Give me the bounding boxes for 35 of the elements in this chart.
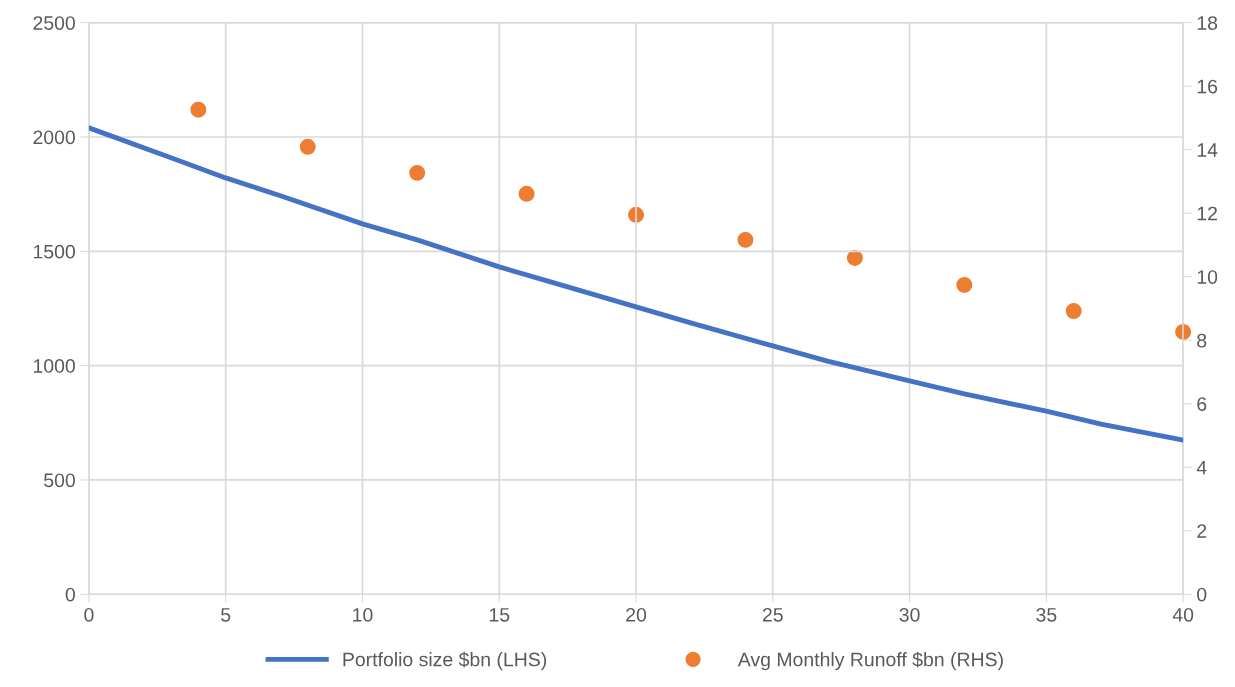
y2-tick-label: 16 (1197, 79, 1218, 94)
x-tick-label: 5 (221, 608, 231, 622)
y-tick-label: 500 (44, 473, 75, 488)
x-tick-label: 15 (489, 608, 510, 622)
x-tick-label: 0 (84, 607, 94, 622)
y-tick-label: 0 (65, 587, 75, 602)
x-tick-label: 20 (626, 607, 647, 622)
y-tick-label: 1000 (33, 359, 75, 373)
y2-tick-label: 8 (1197, 333, 1207, 348)
y2-tick-label: 6 (1197, 397, 1207, 411)
y2-tick-label: 0 (1197, 587, 1207, 602)
point (1065, 303, 1082, 319)
point (956, 276, 973, 293)
y2-tick-label: 18 (1197, 16, 1218, 30)
y-tick-label: 2500 (33, 16, 75, 30)
x-tick-label: 30 (899, 607, 920, 622)
y2-tick-label: 2 (1197, 524, 1207, 538)
point (190, 101, 207, 118)
y-tick-label: 1500 (33, 244, 75, 259)
point (299, 138, 316, 155)
y2-tick-label: 10 (1197, 270, 1218, 284)
point (846, 249, 863, 266)
y2-tick-label: 4 (1196, 460, 1207, 475)
point (518, 185, 535, 202)
x-tick-label: 25 (762, 607, 783, 622)
y-tick-label: 2000 (33, 130, 75, 145)
x-tick-label: 40 (1172, 607, 1194, 622)
x-tick-label: 35 (1036, 607, 1057, 622)
legend-label: Portfolio size $bn (LHS) (343, 651, 547, 671)
x-tick-label: 10 (353, 607, 373, 622)
y2-tick-label: 12 (1197, 206, 1217, 221)
y2-tick-label: 14 (1197, 143, 1218, 157)
legend-label: Avg Monthly Runoff $bn (RHS) (737, 651, 1003, 671)
point (737, 231, 754, 248)
point (409, 164, 426, 181)
